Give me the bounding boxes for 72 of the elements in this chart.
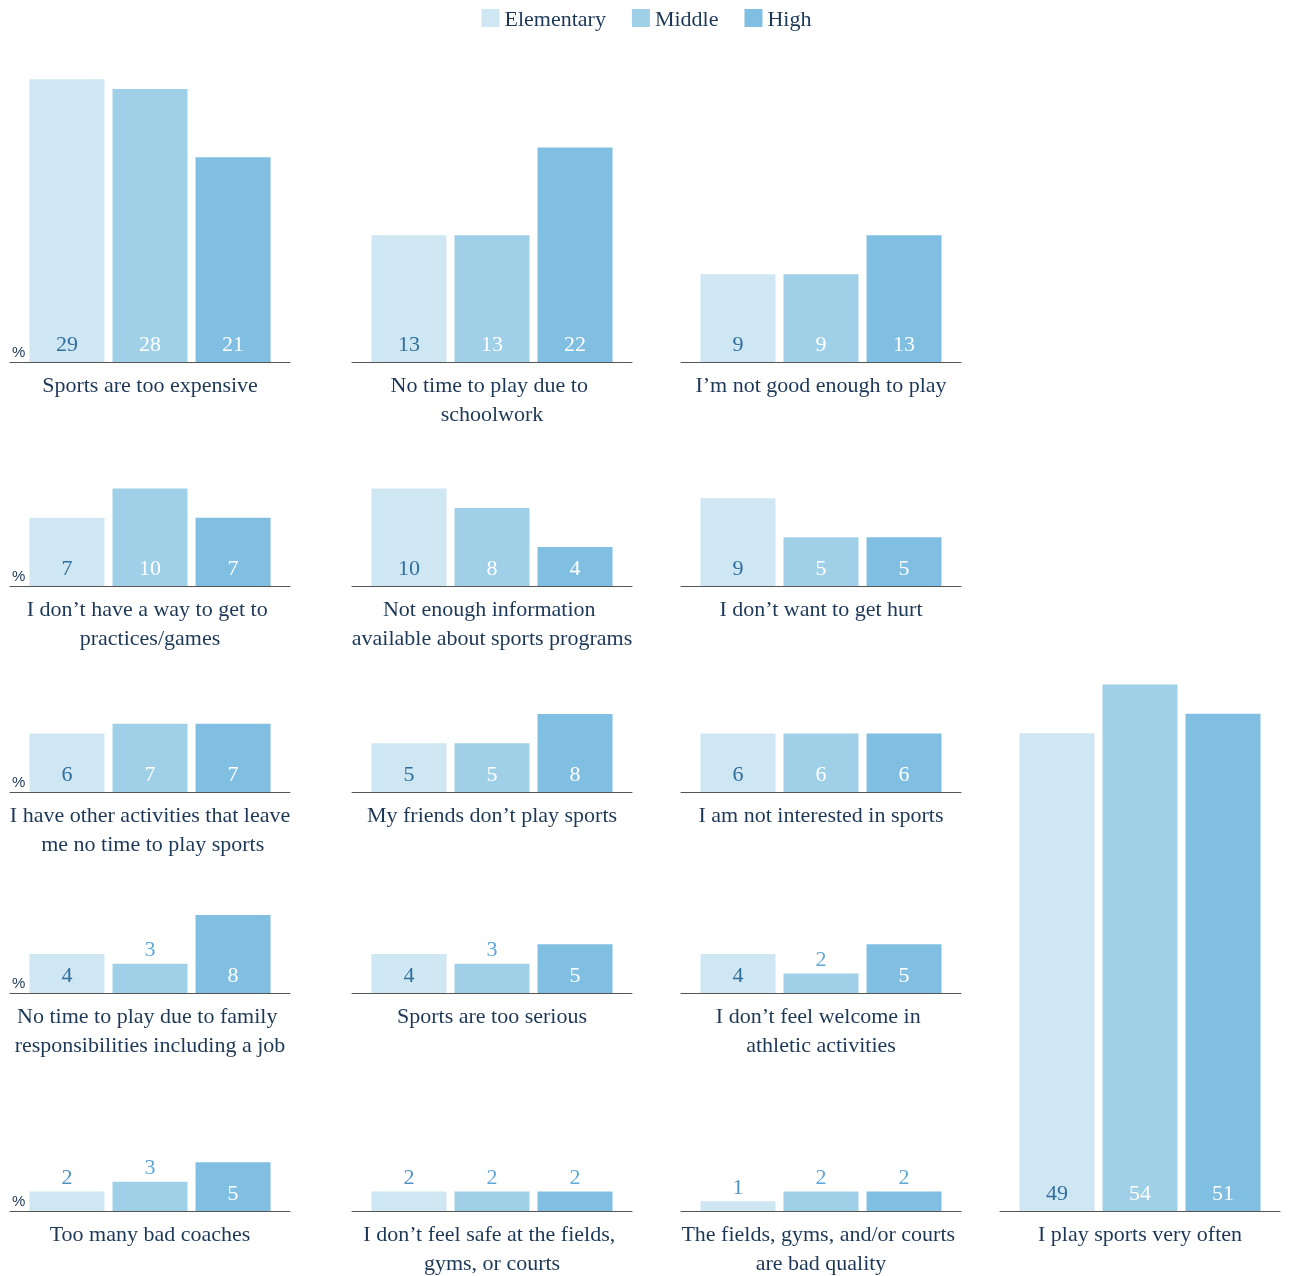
x-axis-title: I don’t want to get hurt [719, 596, 923, 621]
data-label: 9 [815, 330, 827, 356]
y-axis-title: % [12, 974, 26, 991]
x-axis-title: The fields, gyms, and/or courts are bad quality [681, 1221, 961, 1275]
data-label: 6 [732, 760, 744, 786]
y-axis-title: % [12, 773, 26, 790]
legend-label: High [767, 5, 812, 31]
data-label: 2 [898, 1164, 910, 1189]
data-label: 13 [893, 330, 916, 356]
x-axis-title: Not enough information available about sports programs [351, 596, 633, 650]
data-label: 2 [403, 1164, 415, 1189]
x-axis-title: My friends don’t play sports [366, 802, 618, 827]
data-label: 2 [61, 1164, 73, 1189]
data-label: 2 [486, 1164, 498, 1189]
data-label: 13 [397, 330, 420, 356]
data-label: 7 [227, 760, 239, 786]
x-axis-title: I am not interested in sports [698, 802, 944, 827]
data-label: 6 [61, 760, 73, 786]
data-label: 2 [815, 1164, 827, 1189]
data-label: 5 [898, 961, 910, 987]
x-axis-title: I’m not good enough to play [695, 372, 947, 397]
legend-label: Middle [654, 5, 719, 31]
data-label: 5 [569, 961, 581, 987]
data-label: 8 [486, 554, 498, 580]
data-label: 21 [222, 330, 245, 356]
data-label: 4 [61, 961, 73, 987]
x-axis-title: I don’t feel safe at the fields, gyms, or courts [363, 1221, 621, 1275]
data-label: 3 [144, 936, 156, 962]
data-label: 4 [732, 961, 744, 987]
data-label: 54 [1129, 1179, 1151, 1205]
data-label: 3 [144, 1154, 156, 1180]
data-label: 4 [403, 961, 415, 987]
data-label: 1 [732, 1173, 744, 1199]
data-label: 51 [1212, 1179, 1235, 1205]
y-axis-title: % [12, 567, 26, 584]
x-axis-title: Sports are too serious [396, 1003, 588, 1028]
x-axis-title: I play sports very often [1037, 1221, 1243, 1246]
y-axis-title: % [12, 343, 26, 360]
x-axis-title: I don’t feel welcome in athletic activities [715, 1003, 927, 1057]
data-label: 7 [61, 554, 73, 580]
data-label: 3 [486, 936, 498, 962]
data-label: 29 [55, 330, 78, 356]
data-label: 6 [815, 760, 827, 786]
data-label: 9 [732, 554, 744, 580]
data-label: 13 [481, 330, 503, 356]
data-label: 8 [227, 961, 239, 987]
x-axis-title: I have other activities that leave me no time to play sports [9, 802, 291, 856]
x-axis-title: No time to play due to schoolwork [390, 372, 594, 426]
x-axis-title: Sports are too expensive [42, 372, 258, 397]
x-axis-title: Too many bad coaches [49, 1221, 251, 1246]
data-label: 49 [1045, 1179, 1068, 1205]
data-label: 28 [139, 330, 161, 356]
data-label: 7 [144, 760, 156, 786]
x-axis-title: No time to play due to family responsibilities including a job [14, 1003, 286, 1057]
data-label: 10 [397, 554, 420, 580]
data-label: 7 [227, 554, 239, 580]
data-label: 5 [815, 554, 827, 580]
legend-label: Elementary [504, 5, 606, 31]
data-label: 22 [564, 330, 587, 356]
data-label: 5 [486, 760, 498, 786]
data-label: 5 [898, 554, 910, 580]
data-label: 9 [732, 330, 744, 356]
data-label: 6 [898, 760, 910, 786]
x-axis-title: I don’t have a way to get to practices/games [26, 596, 274, 650]
data-label: 5 [227, 1179, 239, 1205]
data-label: 2 [815, 946, 827, 971]
y-axis-title: % [12, 1192, 26, 1209]
data-label: 10 [139, 554, 161, 580]
data-label: 2 [569, 1164, 581, 1189]
data-label: 8 [569, 760, 581, 786]
data-label: 5 [403, 760, 415, 786]
data-label: 4 [569, 554, 581, 580]
